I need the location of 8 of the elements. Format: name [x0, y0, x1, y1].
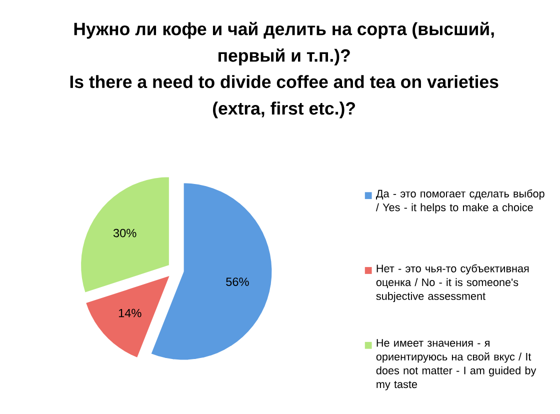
- legend-label: Не имеет значения - я ориентируюсь на свой вкус / It does not matter - I am guided by my taste: [376, 339, 536, 390]
- chart-title: Нужно ли кофе и чай делить на сорта (высший, первый и т.п.)?: [74, 22, 494, 66]
- chart-subtitle: Is there a need to divide coffee and tea on varieties (extra, first etc.)?: [70, 75, 498, 118]
- data-label: 56%: [226, 278, 249, 286]
- legend-label: Да - это помогает сделать выбор / Yes - it helps to make a choice: [376, 189, 544, 214]
- data-label: 30%: [113, 228, 136, 238]
- legend-label: Нет - это чья-то субъективная оценка / No - it is someone's subjective assessment: [376, 264, 529, 302]
- data-label: 14%: [118, 308, 142, 318]
